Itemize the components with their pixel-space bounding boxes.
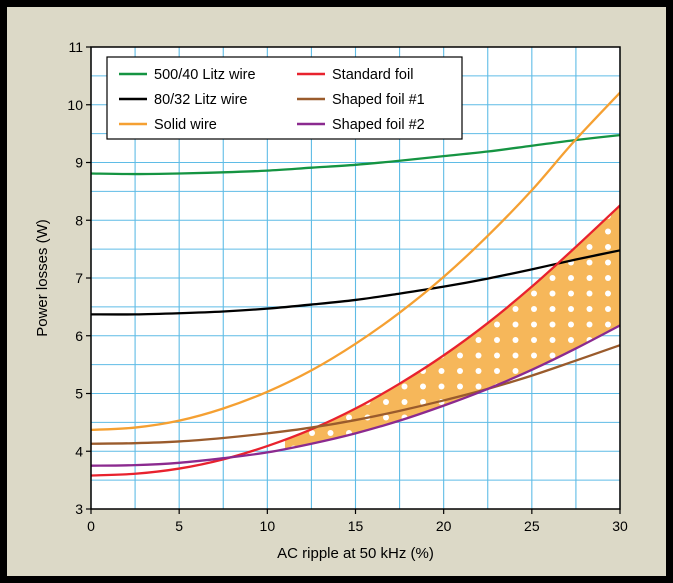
y-tick-label: 10 <box>67 97 83 113</box>
y-axis-label: Power losses (W) <box>34 219 51 337</box>
x-tick-label: 5 <box>175 518 183 534</box>
series-line-500-40-litz-wire <box>91 133 620 176</box>
line-chart: 0 5 10 15 20 25 30 3 4 5 6 7 8 9 10 11 AC ripple at 50 … <box>34 39 628 562</box>
y-tick-label: 4 <box>75 443 83 459</box>
legend-box <box>106 56 463 140</box>
series-lines <box>91 90 620 477</box>
shaded-loss-band <box>284 205 620 449</box>
axis-ticks: 0 5 10 15 20 25 30 3 4 5 6 7 8 9 10 11 <box>67 39 628 534</box>
x-axis-label: AC ripple at 50 kHz (%) <box>277 545 434 562</box>
x-tick-label: 20 <box>436 518 452 534</box>
y-tick-label: 6 <box>75 328 83 344</box>
x-tick-label: 0 <box>87 518 95 534</box>
legend-label-solid-wire: Solid wire <box>154 117 217 133</box>
y-tick-label: 11 <box>68 39 83 55</box>
y-tick-label: 7 <box>75 270 83 286</box>
legend-label-80-32-litz-wire: 80/32 Litz wire <box>154 92 248 108</box>
x-tick-label: 10 <box>260 518 276 534</box>
legend-label-500-40-litz-wire: 500/40 Litz wire <box>154 67 256 83</box>
y-tick-label: 3 <box>75 501 83 517</box>
series-line-80-32-litz-wire <box>91 249 620 316</box>
shaded-region <box>284 205 620 449</box>
legend: 500/40 Litz wire 80/32 Litz wire Solid wir… <box>106 56 463 140</box>
x-tick-label: 30 <box>612 518 628 534</box>
series-line-solid-wire <box>91 90 620 432</box>
legend-label-standard-foil: Standard foil <box>332 67 413 83</box>
series-line-shaped-foil-2 <box>91 324 620 467</box>
legend-label-shaped-foil-1: Shaped foil #1 <box>332 92 425 108</box>
y-tick-label: 5 <box>75 386 83 402</box>
x-tick-label: 15 <box>348 518 364 534</box>
series-line-shaped-foil-1 <box>91 343 620 445</box>
y-tick-label: 9 <box>75 155 83 171</box>
legend-label-shaped-foil-2: Shaped foil #2 <box>332 117 425 133</box>
chart-frame: 0 5 10 15 20 25 30 3 4 5 6 7 8 9 10 11 AC ripple at 50 … <box>7 7 666 576</box>
x-tick-label: 25 <box>524 518 540 534</box>
y-tick-label: 8 <box>75 212 83 228</box>
series-line-standard-foil <box>91 203 620 477</box>
